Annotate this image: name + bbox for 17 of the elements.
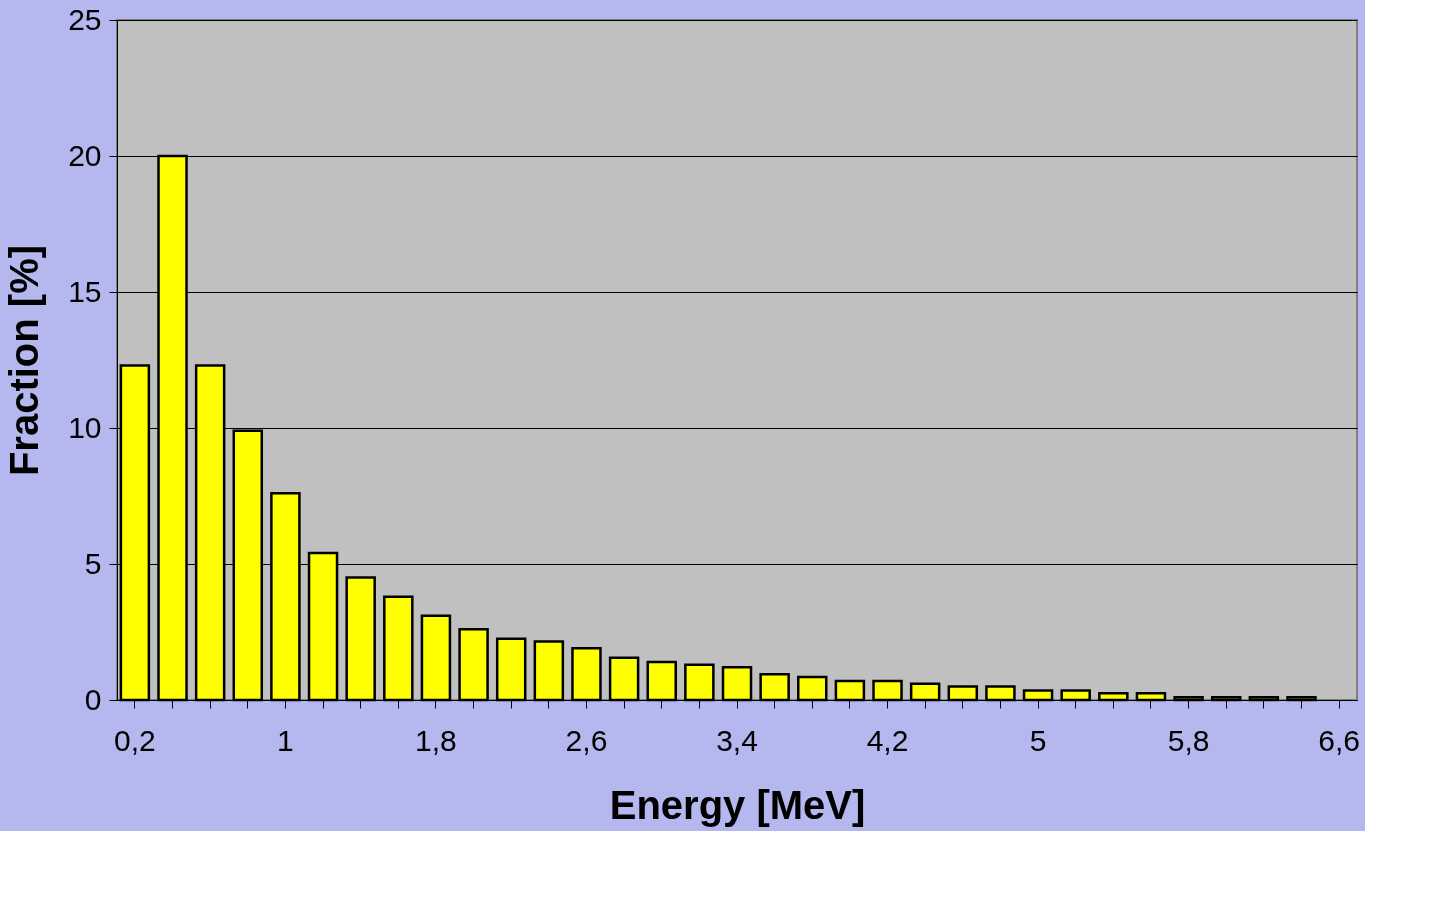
y-tick-label: 20 — [68, 138, 102, 172]
y-tick-label: 10 — [68, 410, 102, 444]
x-axis-title: Energy [MeV] — [609, 782, 866, 827]
x-tick-label: 6,6 — [1318, 723, 1360, 757]
x-tick-label: 1,8 — [415, 723, 457, 757]
x-tick-label: 5,8 — [1167, 723, 1210, 757]
y-tick-label: 0 — [84, 682, 102, 716]
x-tick-label: 0,2 — [114, 723, 156, 757]
x-tick-label: 4,2 — [866, 723, 909, 757]
x-tick-label: 1 — [277, 723, 294, 757]
x-tick-label: 3,4 — [716, 723, 758, 757]
y-tick-label: 25 — [68, 2, 102, 36]
x-tick-label: 5 — [1029, 723, 1047, 757]
y-tick-label: 15 — [68, 274, 102, 308]
y-tick-label: 5 — [84, 546, 102, 580]
y-axis-title: Fraction [%] — [2, 244, 47, 477]
x-tick-label: 2,6 — [565, 723, 608, 757]
